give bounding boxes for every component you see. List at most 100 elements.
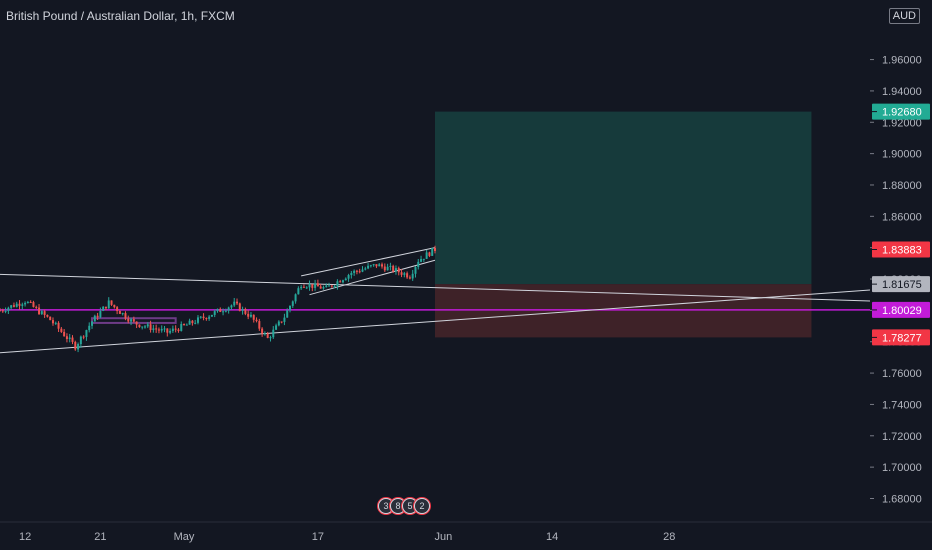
candle-body [389,265,392,267]
candle-body [219,308,222,312]
candle-body [141,326,144,328]
candle-body [286,310,289,318]
candle-body [199,316,202,318]
candle-body [280,321,283,323]
candle-body [386,266,389,271]
x-tick-label: 17 [312,531,324,543]
price-label: 1.81675 [882,279,922,291]
trendline [0,273,871,302]
candle-body [300,286,303,289]
candle-body [57,322,60,329]
candle-body [124,313,127,319]
y-tick-label: 1.76000 [882,368,922,380]
candle-body [322,287,325,289]
candle-body [15,303,18,307]
candle-body [392,265,395,272]
candle-body [88,325,91,331]
y-tick-label: 1.86000 [882,211,922,223]
candle-body [38,307,41,315]
candle-body [414,267,417,274]
trendline [0,289,871,354]
candle-body [177,329,180,331]
candle-body [191,320,194,324]
candle-body [77,344,80,350]
candle-body [144,326,146,328]
candle-body [297,288,300,295]
candle-body [403,273,406,275]
candle-body [261,328,264,334]
trendline [309,259,436,296]
candle-body [372,264,375,266]
y-tick-label: 1.94000 [882,86,922,98]
candle-body [266,333,269,338]
candle-body [0,310,1,312]
candle-body [347,275,350,279]
price-label-bg [872,103,930,120]
candle-body [163,328,166,330]
candle-body [233,301,236,306]
candle-body [157,329,160,331]
candle-body [68,337,71,339]
candle-body [350,273,353,276]
candle-body [194,322,197,324]
candle-body [406,273,409,278]
candle-body [249,314,252,317]
candle-body [138,324,141,328]
candle-body [113,304,116,308]
candle-body [325,285,328,288]
candle-body [185,324,188,326]
candle-body [21,304,24,306]
candle-body [336,281,339,286]
candle-body [4,310,7,312]
candle-body [171,328,174,331]
candle-body [104,306,107,309]
candle-body [60,328,63,332]
price-label-bg [872,329,930,346]
candle-body [308,284,311,288]
y-tick-label: 1.70000 [882,462,922,474]
candle-body [431,247,434,256]
candle-body [294,294,297,302]
candle-body [65,336,68,339]
candle-body [341,280,344,283]
candle-body [417,261,420,268]
candle-body [311,284,314,288]
candle-body [196,317,199,323]
y-tick-label: 1.74000 [882,399,922,411]
candle-body [1,310,4,312]
candle-body [227,307,230,311]
candle-body [378,264,381,267]
candle-body [258,321,261,329]
candle-body [24,302,27,305]
candle-body [305,287,308,289]
candle-body [330,285,333,287]
candle-body [425,252,428,259]
candle-body [146,324,149,327]
candle-body [160,328,163,331]
candle-body [208,316,211,319]
events-cluster[interactable]: 3 8 5 2 [378,496,434,518]
currency-badge[interactable]: AUD [888,8,920,24]
candles-group [0,245,436,353]
event-marker[interactable]: 2 [414,498,430,514]
candle-body [353,270,356,274]
candle-body [238,303,241,311]
candle-body [236,301,239,304]
candle-body [411,273,414,279]
candle-body [383,266,386,271]
candle-body [96,315,99,318]
trendline [301,247,436,277]
symbol-title: British Pound / Australian Dollar, 1h, F… [6,9,235,23]
candle-body [210,314,213,317]
price-label: 1.78277 [882,332,922,344]
candle-body [247,313,250,317]
candle-body [180,324,183,331]
candle-body [369,265,372,267]
candle-body [408,277,411,279]
candle-body [63,331,66,337]
candle-body [26,301,29,303]
candle-body [283,317,286,322]
price-label: 1.83883 [882,245,922,257]
